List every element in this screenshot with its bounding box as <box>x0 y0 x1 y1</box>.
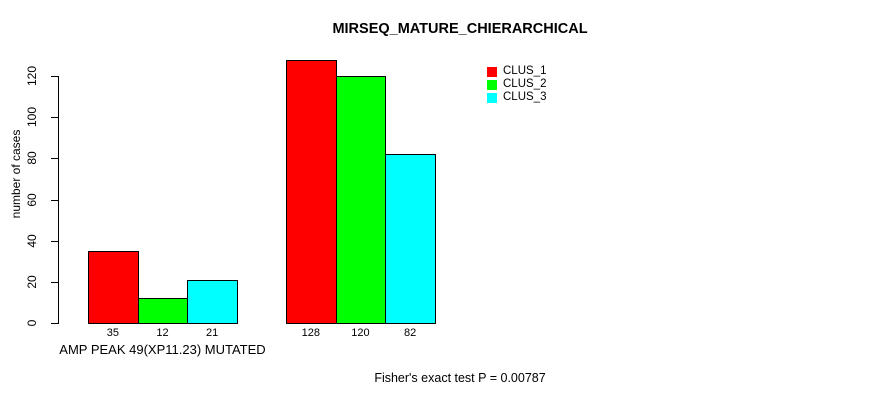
y-tick <box>51 76 58 77</box>
y-tick <box>51 281 58 283</box>
legend-row: CLUS_1 <box>487 65 546 78</box>
chart-title: MIRSEQ_MATURE_CHIERARCHICAL <box>332 21 588 37</box>
fisher-test-note: Fisher's exact test P = 0.00787 <box>374 371 546 385</box>
y-tick <box>51 240 58 242</box>
y-tick-label: 40 <box>25 233 39 248</box>
y-tick-label: 60 <box>25 192 39 207</box>
y-tick-label: 20 <box>25 275 39 289</box>
bar-clus_2-group-1 <box>137 298 189 324</box>
bar-clus_1-group-1 <box>88 250 139 324</box>
bar-clus_3-group-2 <box>385 154 436 324</box>
bar-value-label: 12 <box>156 327 169 339</box>
legend-label: CLUS_1 <box>503 65 547 77</box>
bar-clus_3-group-1 <box>187 279 238 324</box>
bar-value-label: 128 <box>301 327 321 339</box>
legend-row: CLUS_3 <box>487 91 546 104</box>
bar-clus_1-group-2 <box>286 59 337 324</box>
bar-clus_2-group-2 <box>335 76 387 324</box>
y-axis-line <box>58 76 59 324</box>
legend-swatch-clus_1 <box>487 66 497 77</box>
group-label: AMP PEAK 49(XP11.23) MUTATED <box>59 342 266 357</box>
y-tick-label: 80 <box>25 151 39 166</box>
bar-value-label: 82 <box>404 327 417 339</box>
y-tick <box>51 117 58 119</box>
y-tick-label: 0 <box>25 319 39 327</box>
y-tick <box>51 158 58 160</box>
bar-value-label: 21 <box>206 327 219 339</box>
y-tick-label: 120 <box>25 65 39 87</box>
y-tick <box>51 323 58 324</box>
legend-swatch-clus_3 <box>487 92 497 103</box>
y-tick <box>51 199 58 201</box>
bar-value-label: 35 <box>106 327 119 339</box>
legend-label: CLUS_3 <box>503 91 547 103</box>
legend-label: CLUS_2 <box>503 78 547 90</box>
bar-value-label: 120 <box>351 327 370 339</box>
y-axis-label: number of cases <box>9 129 23 219</box>
legend: CLUS_1 CLUS_2 CLUS_3 <box>487 65 546 104</box>
y-tick-label: 100 <box>25 107 39 128</box>
legend-swatch-clus_2 <box>487 79 497 90</box>
legend-row: CLUS_2 <box>487 78 546 91</box>
